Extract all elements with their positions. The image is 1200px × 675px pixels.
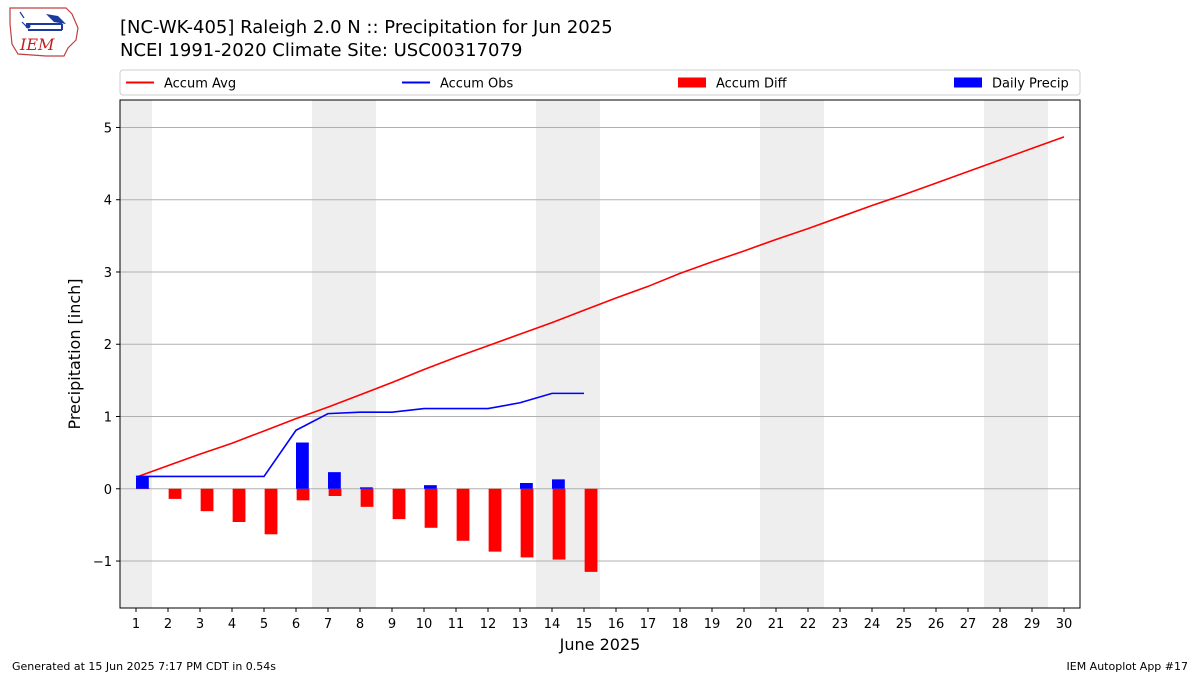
x-tick-label: 27 <box>960 617 977 632</box>
accum-avg-line <box>135 136 1065 478</box>
x-tick-label: 17 <box>640 617 657 632</box>
weekend-shade <box>792 100 824 608</box>
legend-accum-diff-swatch <box>678 77 706 88</box>
x-tick-label: 3 <box>196 617 204 632</box>
y-tick-label: 2 <box>104 338 112 353</box>
daily-precip-bar <box>296 442 309 489</box>
accum-diff-bar <box>328 488 342 496</box>
x-tick-label: 11 <box>448 617 465 632</box>
chart-title: [NC-WK-405] Raleigh 2.0 N :: Precipitati… <box>120 17 613 38</box>
accum-diff-bar <box>200 488 214 512</box>
legend-accum-obs-label: Accum Obs <box>440 77 513 92</box>
daily-precip-bar <box>520 482 533 489</box>
y-axis-label: Precipitation [inch] <box>65 278 84 429</box>
x-tick-label: 23 <box>832 617 849 632</box>
weekend-shade <box>1016 100 1048 608</box>
weekend-shade <box>760 100 792 608</box>
x-tick-label: 1 <box>132 617 140 632</box>
weekend-shade <box>984 100 1016 608</box>
x-tick-label: 26 <box>928 617 945 632</box>
accum-diff-bar <box>392 488 406 520</box>
x-tick-label: 12 <box>480 617 497 632</box>
y-tick-label: 0 <box>104 483 112 498</box>
x-tick-label: 6 <box>292 617 300 632</box>
x-tick-label: 8 <box>356 617 364 632</box>
weekend-shade <box>312 100 344 608</box>
x-tick-label: 22 <box>800 617 817 632</box>
x-tick-label: 14 <box>544 617 561 632</box>
app-note: IEM Autoplot App #17 <box>1066 660 1189 673</box>
accum-diff-bar <box>584 488 598 572</box>
legend-daily-precip-swatch <box>954 77 982 88</box>
accum-diff-bar <box>296 488 310 501</box>
weekend-shade <box>344 100 376 608</box>
x-tick-label: 20 <box>736 617 753 632</box>
daily-precip-bar <box>552 479 565 489</box>
x-tick-label: 2 <box>164 617 172 632</box>
daily-precip-bar <box>360 487 373 489</box>
x-axis-label: June 2025 <box>559 635 641 654</box>
plot-frame <box>119 99 1081 609</box>
accum-diff-bar <box>520 488 534 558</box>
x-tick-label: 29 <box>1024 617 1041 632</box>
x-tick-label: 15 <box>576 617 593 632</box>
legend-accum-diff-label: Accum Diff <box>716 77 788 92</box>
accum-obs-line <box>136 392 584 478</box>
x-tick-label: 21 <box>768 617 785 632</box>
x-tick-label: 30 <box>1056 617 1073 632</box>
daily-precip-bar <box>328 472 341 489</box>
accum-diff-bar <box>232 488 246 523</box>
x-tick-label: 19 <box>704 617 721 632</box>
legend-box <box>119 69 1081 96</box>
accum-diff-bar <box>168 488 182 499</box>
legend-daily-precip-label: Daily Precip <box>992 77 1069 92</box>
accum-diff-bar <box>552 488 566 560</box>
generated-note: Generated at 15 Jun 2025 7:17 PM CDT in … <box>12 660 277 673</box>
x-tick-label: 10 <box>416 617 433 632</box>
x-tick-label: 16 <box>608 617 625 632</box>
x-tick-label: 28 <box>992 617 1009 632</box>
x-tick-label: 9 <box>388 617 396 632</box>
y-tick-label: 1 <box>104 411 112 426</box>
x-tick-label: 5 <box>260 617 268 632</box>
x-tick-label: 24 <box>864 617 881 632</box>
daily-precip-bar <box>136 476 149 489</box>
y-tick-label: −1 <box>93 555 112 570</box>
iem-logo: IEM <box>6 4 82 64</box>
weekend-shade <box>120 100 152 608</box>
legend-accum-avg-label: Accum Avg <box>164 77 236 92</box>
y-tick-label: 4 <box>104 194 112 209</box>
x-tick-label: 25 <box>896 617 913 632</box>
x-tick-label: 4 <box>228 617 236 632</box>
chart-subtitle: NCEI 1991-2020 Climate Site: USC00317079 <box>120 40 523 61</box>
y-tick-label: 3 <box>104 266 112 281</box>
daily-precip-bar <box>424 485 437 489</box>
logo-text: IEM <box>19 35 55 54</box>
y-tick-label: 5 <box>104 121 112 136</box>
x-tick-label: 13 <box>512 617 529 632</box>
accum-diff-bar <box>264 488 278 535</box>
x-tick-label: 7 <box>324 617 332 632</box>
x-tick-label: 18 <box>672 617 689 632</box>
accum-diff-bar <box>424 488 438 528</box>
accum-diff-bar <box>488 488 502 552</box>
accum-diff-bar <box>456 488 470 541</box>
accum-diff-bar <box>360 488 374 507</box>
